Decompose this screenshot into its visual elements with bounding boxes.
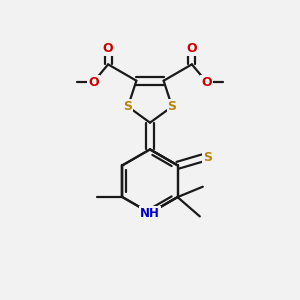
Text: S: S: [124, 100, 133, 113]
Text: NH: NH: [140, 206, 160, 220]
Text: O: O: [201, 76, 212, 89]
Text: S: S: [203, 152, 212, 164]
Text: O: O: [103, 41, 113, 55]
Text: S: S: [167, 100, 176, 113]
Text: O: O: [187, 41, 197, 55]
Text: O: O: [88, 76, 99, 89]
